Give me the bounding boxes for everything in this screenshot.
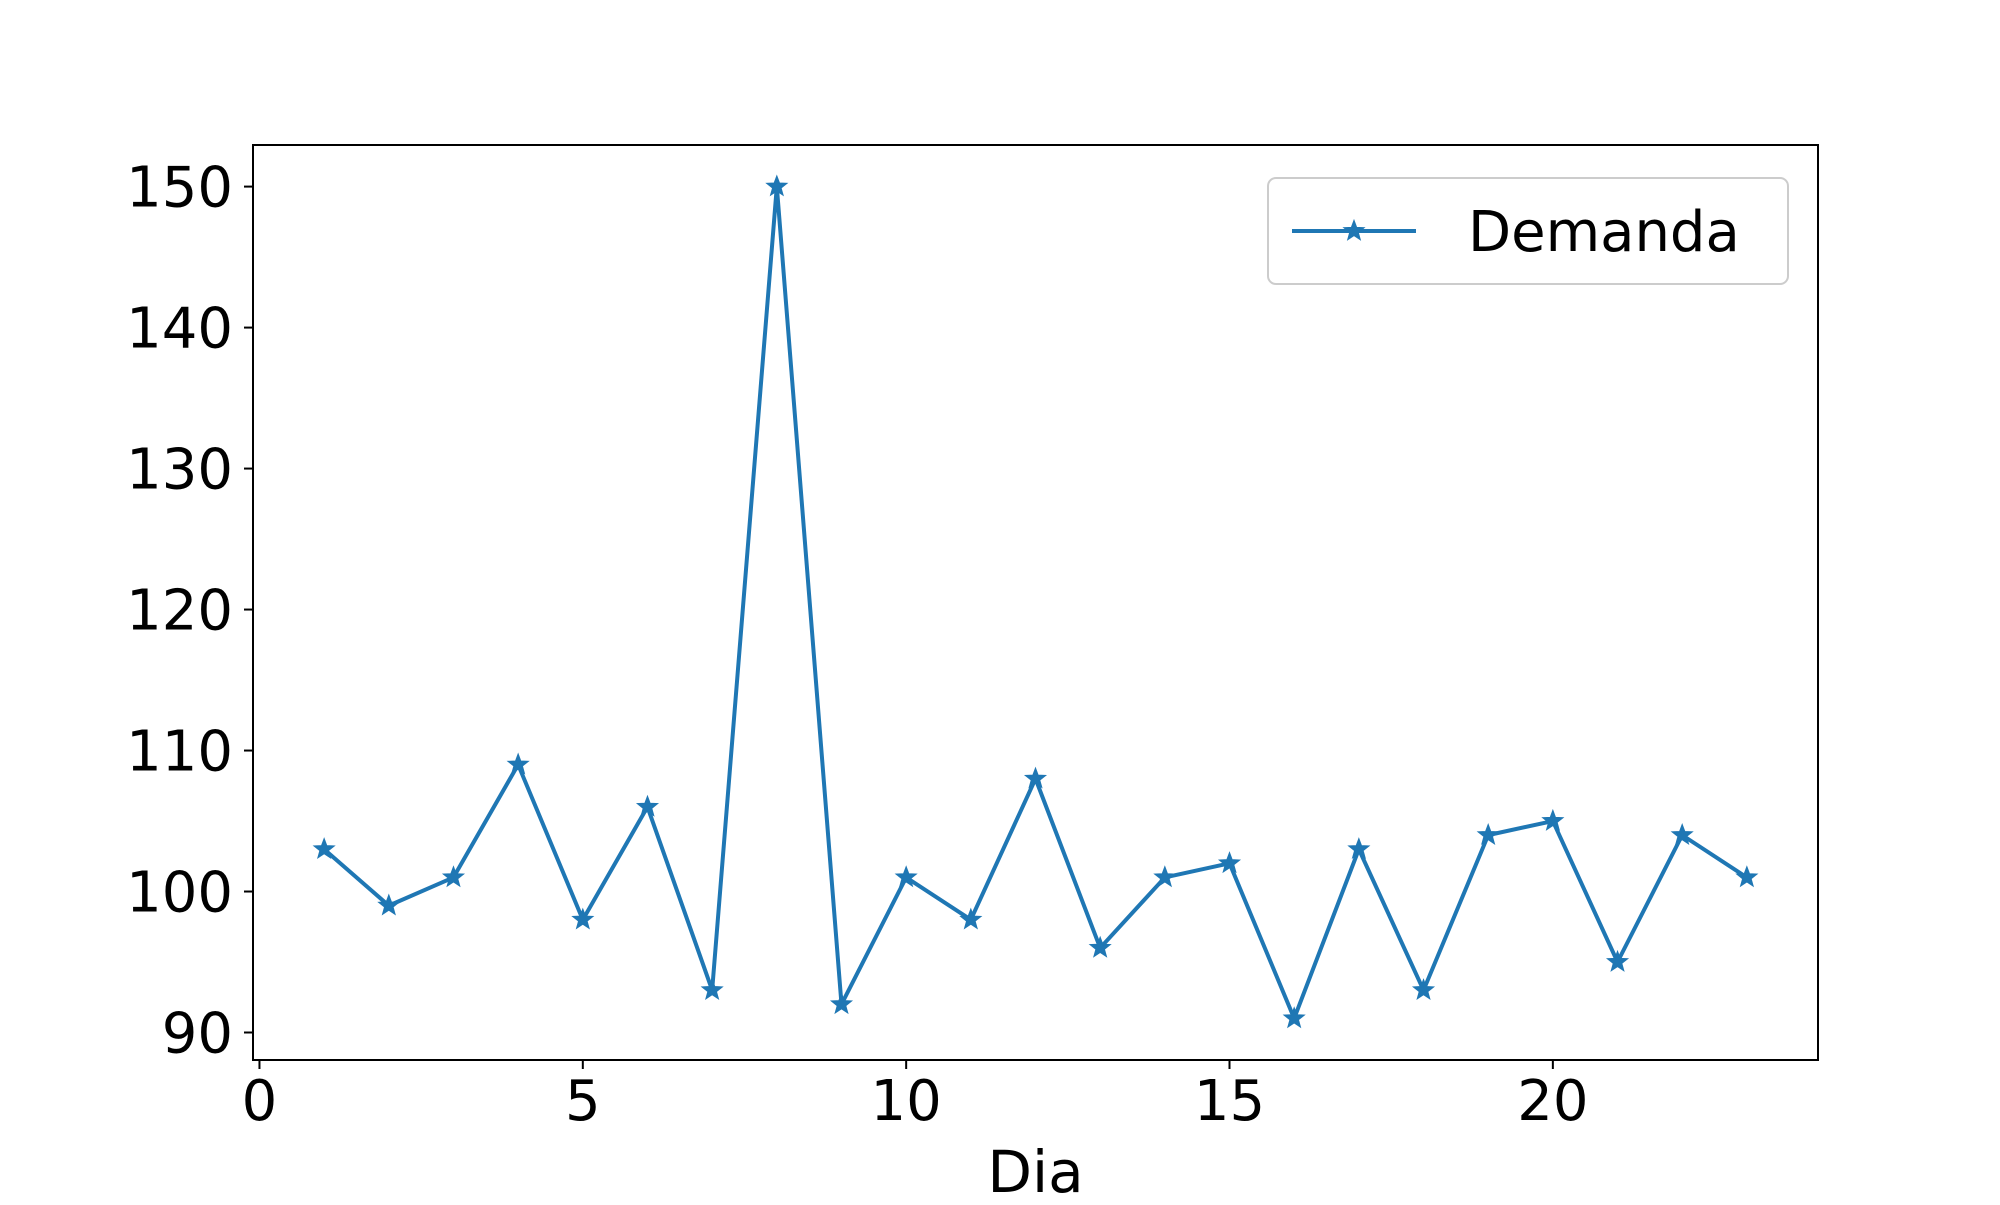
x-tick-label: 20 [1517, 1069, 1588, 1134]
data-point [765, 174, 789, 197]
data-point [700, 978, 724, 1001]
data-point [635, 794, 660, 817]
plot-frame [252, 144, 1819, 1061]
data-point [1411, 978, 1436, 1001]
y-tick-label: 140 [126, 297, 233, 362]
data-point [1541, 808, 1565, 831]
x-tick-label: 10 [871, 1069, 942, 1134]
data-point [1735, 865, 1759, 888]
x-tick-label: 15 [1194, 1069, 1265, 1134]
y-tick-label: 100 [126, 861, 233, 926]
legend-box [1267, 177, 1789, 285]
legend: Demanda [1267, 177, 1789, 285]
data-point [1605, 949, 1630, 972]
x-tick-label: 0 [242, 1069, 278, 1134]
legend-label: Demanda [1468, 200, 1740, 265]
data-point [441, 865, 466, 888]
y-tick-label: 110 [126, 720, 233, 785]
y-tick-label: 90 [162, 1002, 233, 1067]
data-point [1088, 935, 1112, 958]
data-point [571, 907, 595, 930]
y-tick-label: 130 [126, 438, 233, 503]
y-tick-label: 150 [126, 156, 233, 221]
data-point [377, 893, 401, 916]
x-axis-label: Dia [987, 1138, 1083, 1200]
data-point [506, 752, 530, 775]
axes: 0 5 10 15 20 90 100 110 120 130 140 150 Dia [126, 144, 1819, 1205]
data-point [1023, 766, 1048, 789]
data-point [959, 907, 983, 930]
legend-marker-icon [1342, 218, 1366, 241]
data-point [1347, 837, 1371, 860]
x-tick-label: 5 [565, 1069, 601, 1134]
data-point [829, 992, 854, 1015]
y-tick-label: 120 [126, 579, 233, 644]
data-point [1670, 822, 1694, 845]
data-point [312, 837, 336, 860]
data-point [1476, 822, 1500, 845]
series-group [312, 174, 1759, 1029]
data-point [894, 865, 918, 888]
data-point [1153, 865, 1177, 888]
data-point [1282, 1006, 1306, 1029]
data-point [1217, 851, 1242, 874]
